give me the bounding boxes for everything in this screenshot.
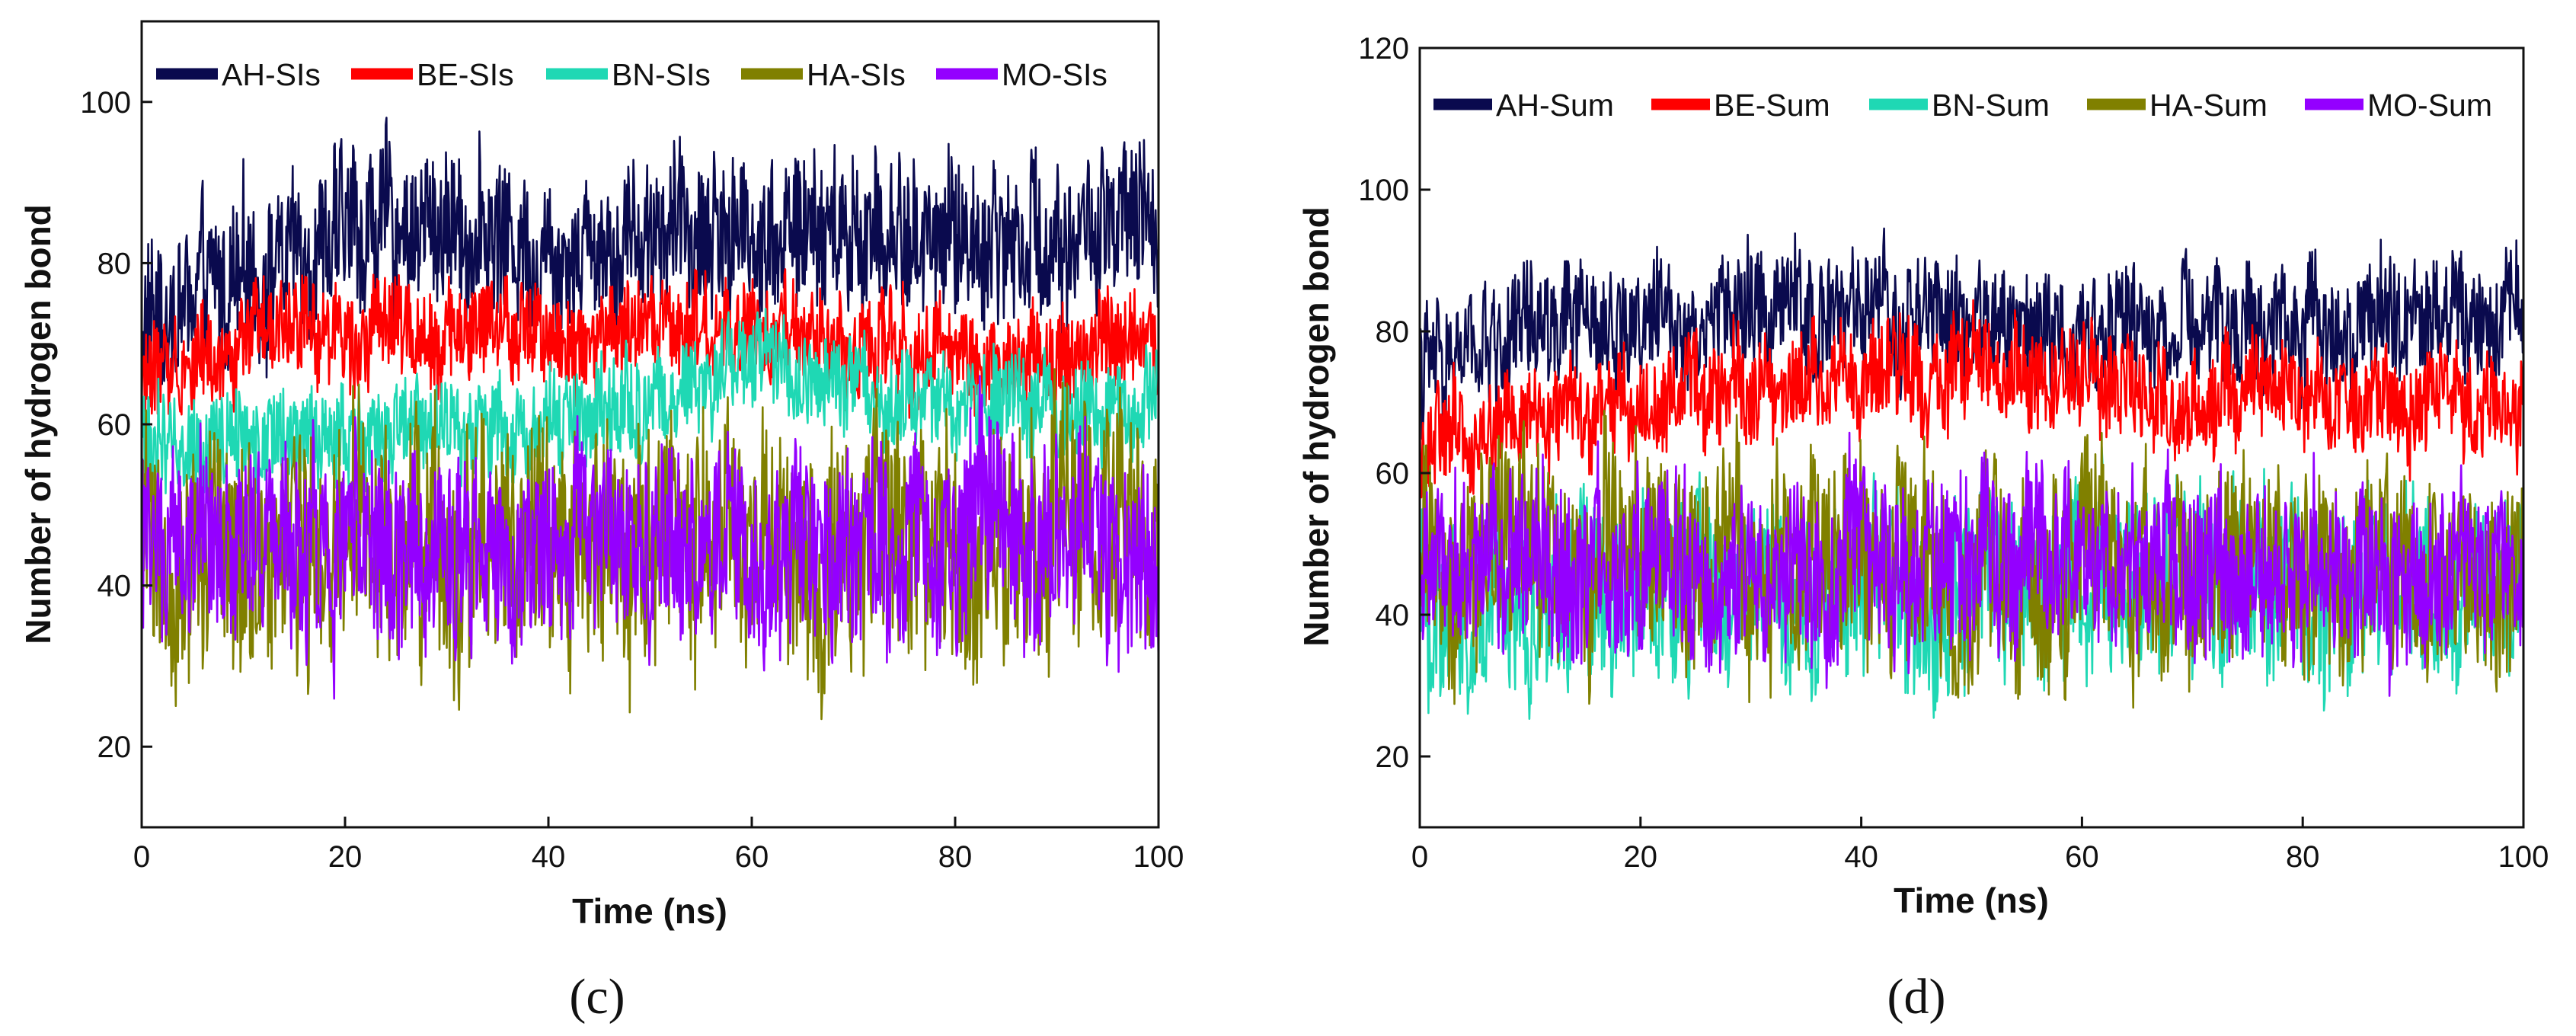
x-tick-label-c: 40 <box>532 840 566 874</box>
legend-label-ah-d: AH-Sum <box>1496 88 1614 123</box>
legend-label-be-c: BE-SIs <box>417 57 514 92</box>
x-axis-d: 0 20 40 60 80 100 <box>1411 817 2549 874</box>
x-tick-label-c: 100 <box>1133 840 1184 874</box>
series-group-c <box>142 117 1159 721</box>
series-line-ha-d <box>1420 410 2523 709</box>
panel-d: 20 40 60 80 100 120 0 20 40 60 80 100 AH-Sum BE-Su… <box>1296 32 2549 1025</box>
legend-label-be-d: BE-Sum <box>1714 88 1830 123</box>
legend-label-bn-d: BN-Sum <box>1932 88 2050 123</box>
series-line-ah-d <box>1420 227 2523 440</box>
y-tick-label-c: 40 <box>97 570 132 603</box>
y-tick-label-c: 20 <box>97 731 132 764</box>
x-tick-label-c: 60 <box>735 840 769 874</box>
x-axis-title-c: Time (ns) <box>572 891 727 931</box>
y-tick-label-d: 40 <box>1376 599 1410 632</box>
x-tick-label-d: 100 <box>2498 840 2549 874</box>
legend-label-ah-c: AH-SIs <box>222 57 321 92</box>
legend-c: AH-SIs BE-SIs BN-SIs HA-SIs MO-SIs <box>156 57 1107 92</box>
x-tick-label-d: 0 <box>1411 840 1428 874</box>
y-tick-label-c: 60 <box>97 408 132 442</box>
legend-label-mo-d: MO-Sum <box>2367 88 2492 123</box>
x-tick-label-d: 40 <box>1844 840 1878 874</box>
y-tick-label-d: 20 <box>1376 740 1410 774</box>
y-tick-label-c: 80 <box>97 247 132 280</box>
x-tick-label-d: 60 <box>2065 840 2099 874</box>
y-axis-c: 20 40 60 80 100 <box>80 86 152 764</box>
x-tick-label-c: 20 <box>328 840 363 874</box>
legend-label-bn-c: BN-SIs <box>612 57 711 92</box>
legend-label-mo-c: MO-SIs <box>1002 57 1107 92</box>
panel-c: 20 40 60 80 100 0 20 40 60 80 100 AH-SIs BE-SIs B… <box>18 20 1184 1025</box>
series-line-mo-d <box>1420 431 2523 697</box>
y-tick-label-d: 60 <box>1376 457 1410 491</box>
series-line-ah-c <box>142 117 1159 385</box>
y-tick-label-c: 100 <box>80 86 131 120</box>
y-axis-title-c: Number of hydrogen bond <box>18 204 58 644</box>
legend-label-ha-c: HA-SIs <box>807 57 906 92</box>
x-axis-title-d: Time (ns) <box>1894 881 2049 920</box>
x-tick-label-c: 0 <box>133 840 150 874</box>
x-axis-c: 0 20 40 60 80 100 <box>133 817 1184 874</box>
plot-frame-d <box>1418 46 2525 829</box>
series-line-mo-c <box>142 375 1159 700</box>
x-tick-label-d: 80 <box>2286 840 2320 874</box>
series-line-be-c <box>142 268 1159 426</box>
series-line-bn-c <box>142 308 1159 505</box>
panel-label-d: (d) <box>1887 969 1946 1025</box>
series-group-d <box>1420 227 2523 720</box>
x-tick-label-c: 80 <box>938 840 973 874</box>
legend-label-ha-d: HA-Sum <box>2149 88 2268 123</box>
y-axis-d: 20 40 60 80 100 120 <box>1358 32 1430 774</box>
y-tick-label-d: 100 <box>1358 174 1409 207</box>
y-tick-label-d: 80 <box>1376 315 1410 349</box>
y-axis-title-d: Number of hydrogen bond <box>1296 206 1336 647</box>
legend-d: AH-Sum BE-Sum BN-Sum HA-Sum MO-Sum <box>1433 88 2492 123</box>
panel-label-c: (c) <box>569 969 625 1025</box>
y-tick-label-d: 120 <box>1358 32 1409 66</box>
x-tick-label-d: 20 <box>1624 840 1658 874</box>
